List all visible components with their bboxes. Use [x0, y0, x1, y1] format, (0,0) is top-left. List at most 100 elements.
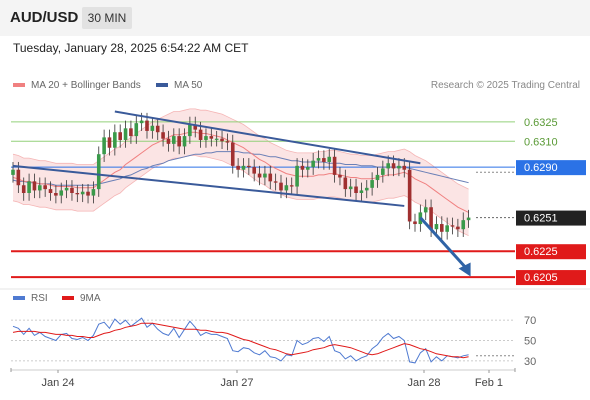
candle [247, 165, 251, 168]
level-label-0.6290: 0.6290 [524, 162, 558, 174]
candle [166, 138, 171, 144]
candle [91, 189, 96, 196]
candle [300, 165, 305, 170]
x-tick-label-2: Jan 28 [407, 377, 440, 389]
candle [279, 182, 283, 191]
candle [343, 177, 348, 190]
candle [220, 138, 224, 142]
candle [445, 225, 449, 232]
chart-header: AUD/USD 30 MIN [0, 0, 590, 36]
candle [306, 167, 310, 170]
candle [456, 226, 460, 230]
candle [118, 132, 122, 140]
legend-ma20: MA 20 + Bollinger Bands [13, 80, 141, 91]
candle [80, 191, 85, 195]
projection-arrow-shaft [419, 216, 467, 269]
candle [461, 220, 466, 230]
current-price-box [516, 210, 586, 226]
candle [440, 224, 444, 232]
credit-text: Research © 2025 Trading Central [430, 80, 580, 91]
candle [397, 165, 401, 169]
candle [113, 132, 117, 148]
candles-group [11, 112, 471, 240]
level-label-0.6225: 0.6225 [524, 246, 558, 258]
level-label-0.6325: 0.6325 [524, 117, 558, 129]
x-tick-label-0: Jan 24 [41, 377, 74, 389]
candle [43, 185, 47, 190]
candle [129, 128, 133, 137]
legend-ma20-label: MA 20 + Bollinger Bands [31, 80, 141, 91]
candle [209, 136, 214, 139]
candle [134, 123, 139, 137]
rsi-ma-swatch [62, 296, 74, 301]
candle [54, 193, 58, 196]
candle [348, 186, 353, 190]
candle [241, 165, 246, 170]
rsi-series-9MA [12, 322, 469, 359]
level-label-0.6205: 0.6205 [524, 272, 558, 284]
candle [284, 185, 289, 191]
level-label-0.6310: 0.6310 [524, 136, 558, 148]
candle [32, 181, 37, 191]
bollinger-upper [12, 108, 469, 190]
candle [386, 163, 390, 169]
candle [139, 120, 144, 124]
candle [316, 158, 321, 161]
candle [295, 165, 299, 187]
candle [75, 193, 80, 195]
candle [364, 187, 369, 191]
bollinger-lower [12, 155, 469, 237]
candle [48, 189, 53, 193]
candle [450, 225, 455, 227]
candle [289, 185, 294, 187]
candle [16, 169, 21, 186]
candle [413, 221, 417, 225]
candle [391, 163, 396, 169]
candle [198, 129, 203, 140]
legend-rsi: RSI [13, 293, 48, 304]
candle [225, 141, 230, 143]
pivot-price-box-2 [516, 160, 586, 176]
candle [193, 124, 198, 130]
candle [273, 181, 278, 183]
candle [182, 136, 187, 147]
channel-line-0 [12, 164, 405, 207]
candle [96, 154, 101, 190]
support-price-box-4 [516, 244, 586, 260]
rsi-tick-70: 70 [524, 315, 536, 327]
candle [327, 156, 332, 162]
candle [177, 136, 181, 147]
candle [21, 185, 26, 193]
timeframe-badge[interactable]: 30 MIN [82, 7, 132, 29]
legend-rsi-label: RSI [31, 293, 48, 304]
ma20-line [12, 131, 469, 213]
candle [236, 165, 240, 170]
candle [172, 136, 176, 144]
candle [161, 132, 165, 139]
candle [263, 173, 267, 178]
candle [311, 160, 315, 168]
candle [27, 181, 31, 193]
candle [257, 173, 262, 178]
candle [230, 142, 235, 166]
candle [86, 191, 90, 196]
candle [102, 137, 106, 155]
candle [188, 124, 192, 137]
candle [354, 186, 358, 193]
candle [370, 180, 374, 188]
candle [70, 187, 74, 193]
rsi-swatch [13, 296, 25, 301]
candle [429, 207, 433, 230]
candle [59, 190, 64, 196]
rsi-tick-50: 50 [524, 336, 536, 348]
x-tick-label-3: Feb 1 [475, 377, 503, 389]
x-tick-label-1: Jan 27 [220, 377, 253, 389]
candle [123, 128, 128, 140]
candle [359, 190, 364, 193]
candle [434, 224, 439, 230]
candle [381, 168, 385, 175]
candle [145, 120, 149, 131]
candle [423, 207, 428, 213]
candle [252, 167, 256, 174]
